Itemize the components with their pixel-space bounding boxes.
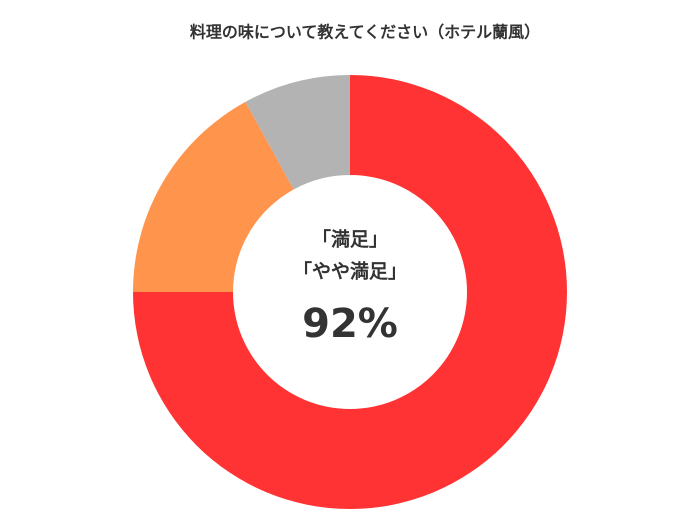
center-line: 「やや満足」 xyxy=(293,260,407,283)
center-value: 92% xyxy=(302,301,398,347)
chart-title: 料理の味について教えてください（ホテル蘭風） xyxy=(190,23,540,42)
donut-slice xyxy=(133,101,294,292)
center-line: 「満足」 xyxy=(312,228,388,251)
slices xyxy=(133,75,567,509)
donut-slice xyxy=(133,75,567,509)
donut-slice xyxy=(245,75,350,190)
